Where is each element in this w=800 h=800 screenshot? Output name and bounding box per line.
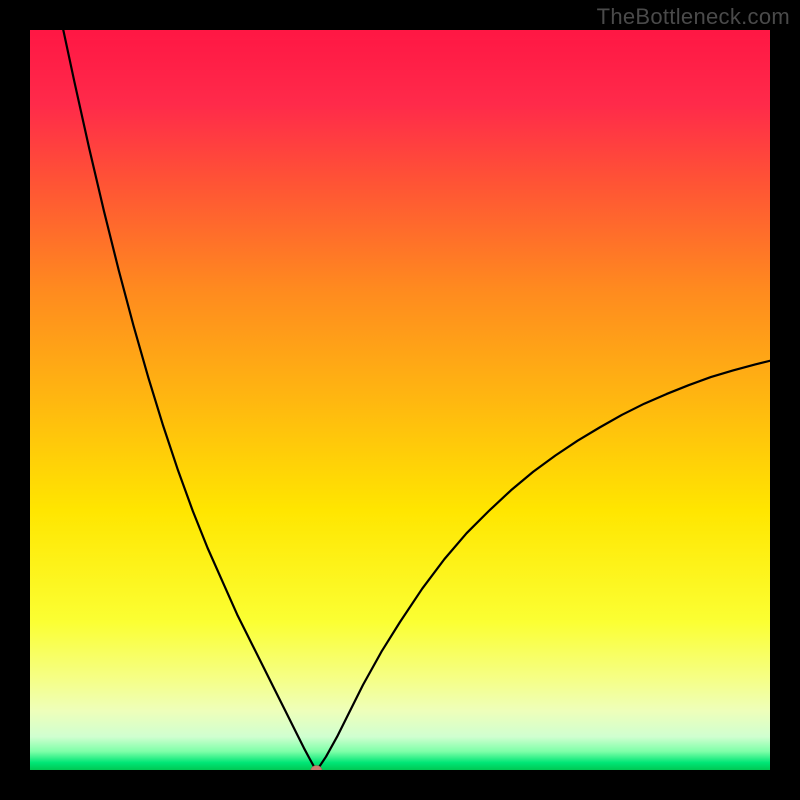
- watermark-text: TheBottleneck.com: [597, 4, 790, 30]
- chart-svg: [30, 30, 770, 770]
- chart-background: [30, 30, 770, 770]
- plot-area: [30, 30, 770, 770]
- chart-container: TheBottleneck.com: [0, 0, 800, 800]
